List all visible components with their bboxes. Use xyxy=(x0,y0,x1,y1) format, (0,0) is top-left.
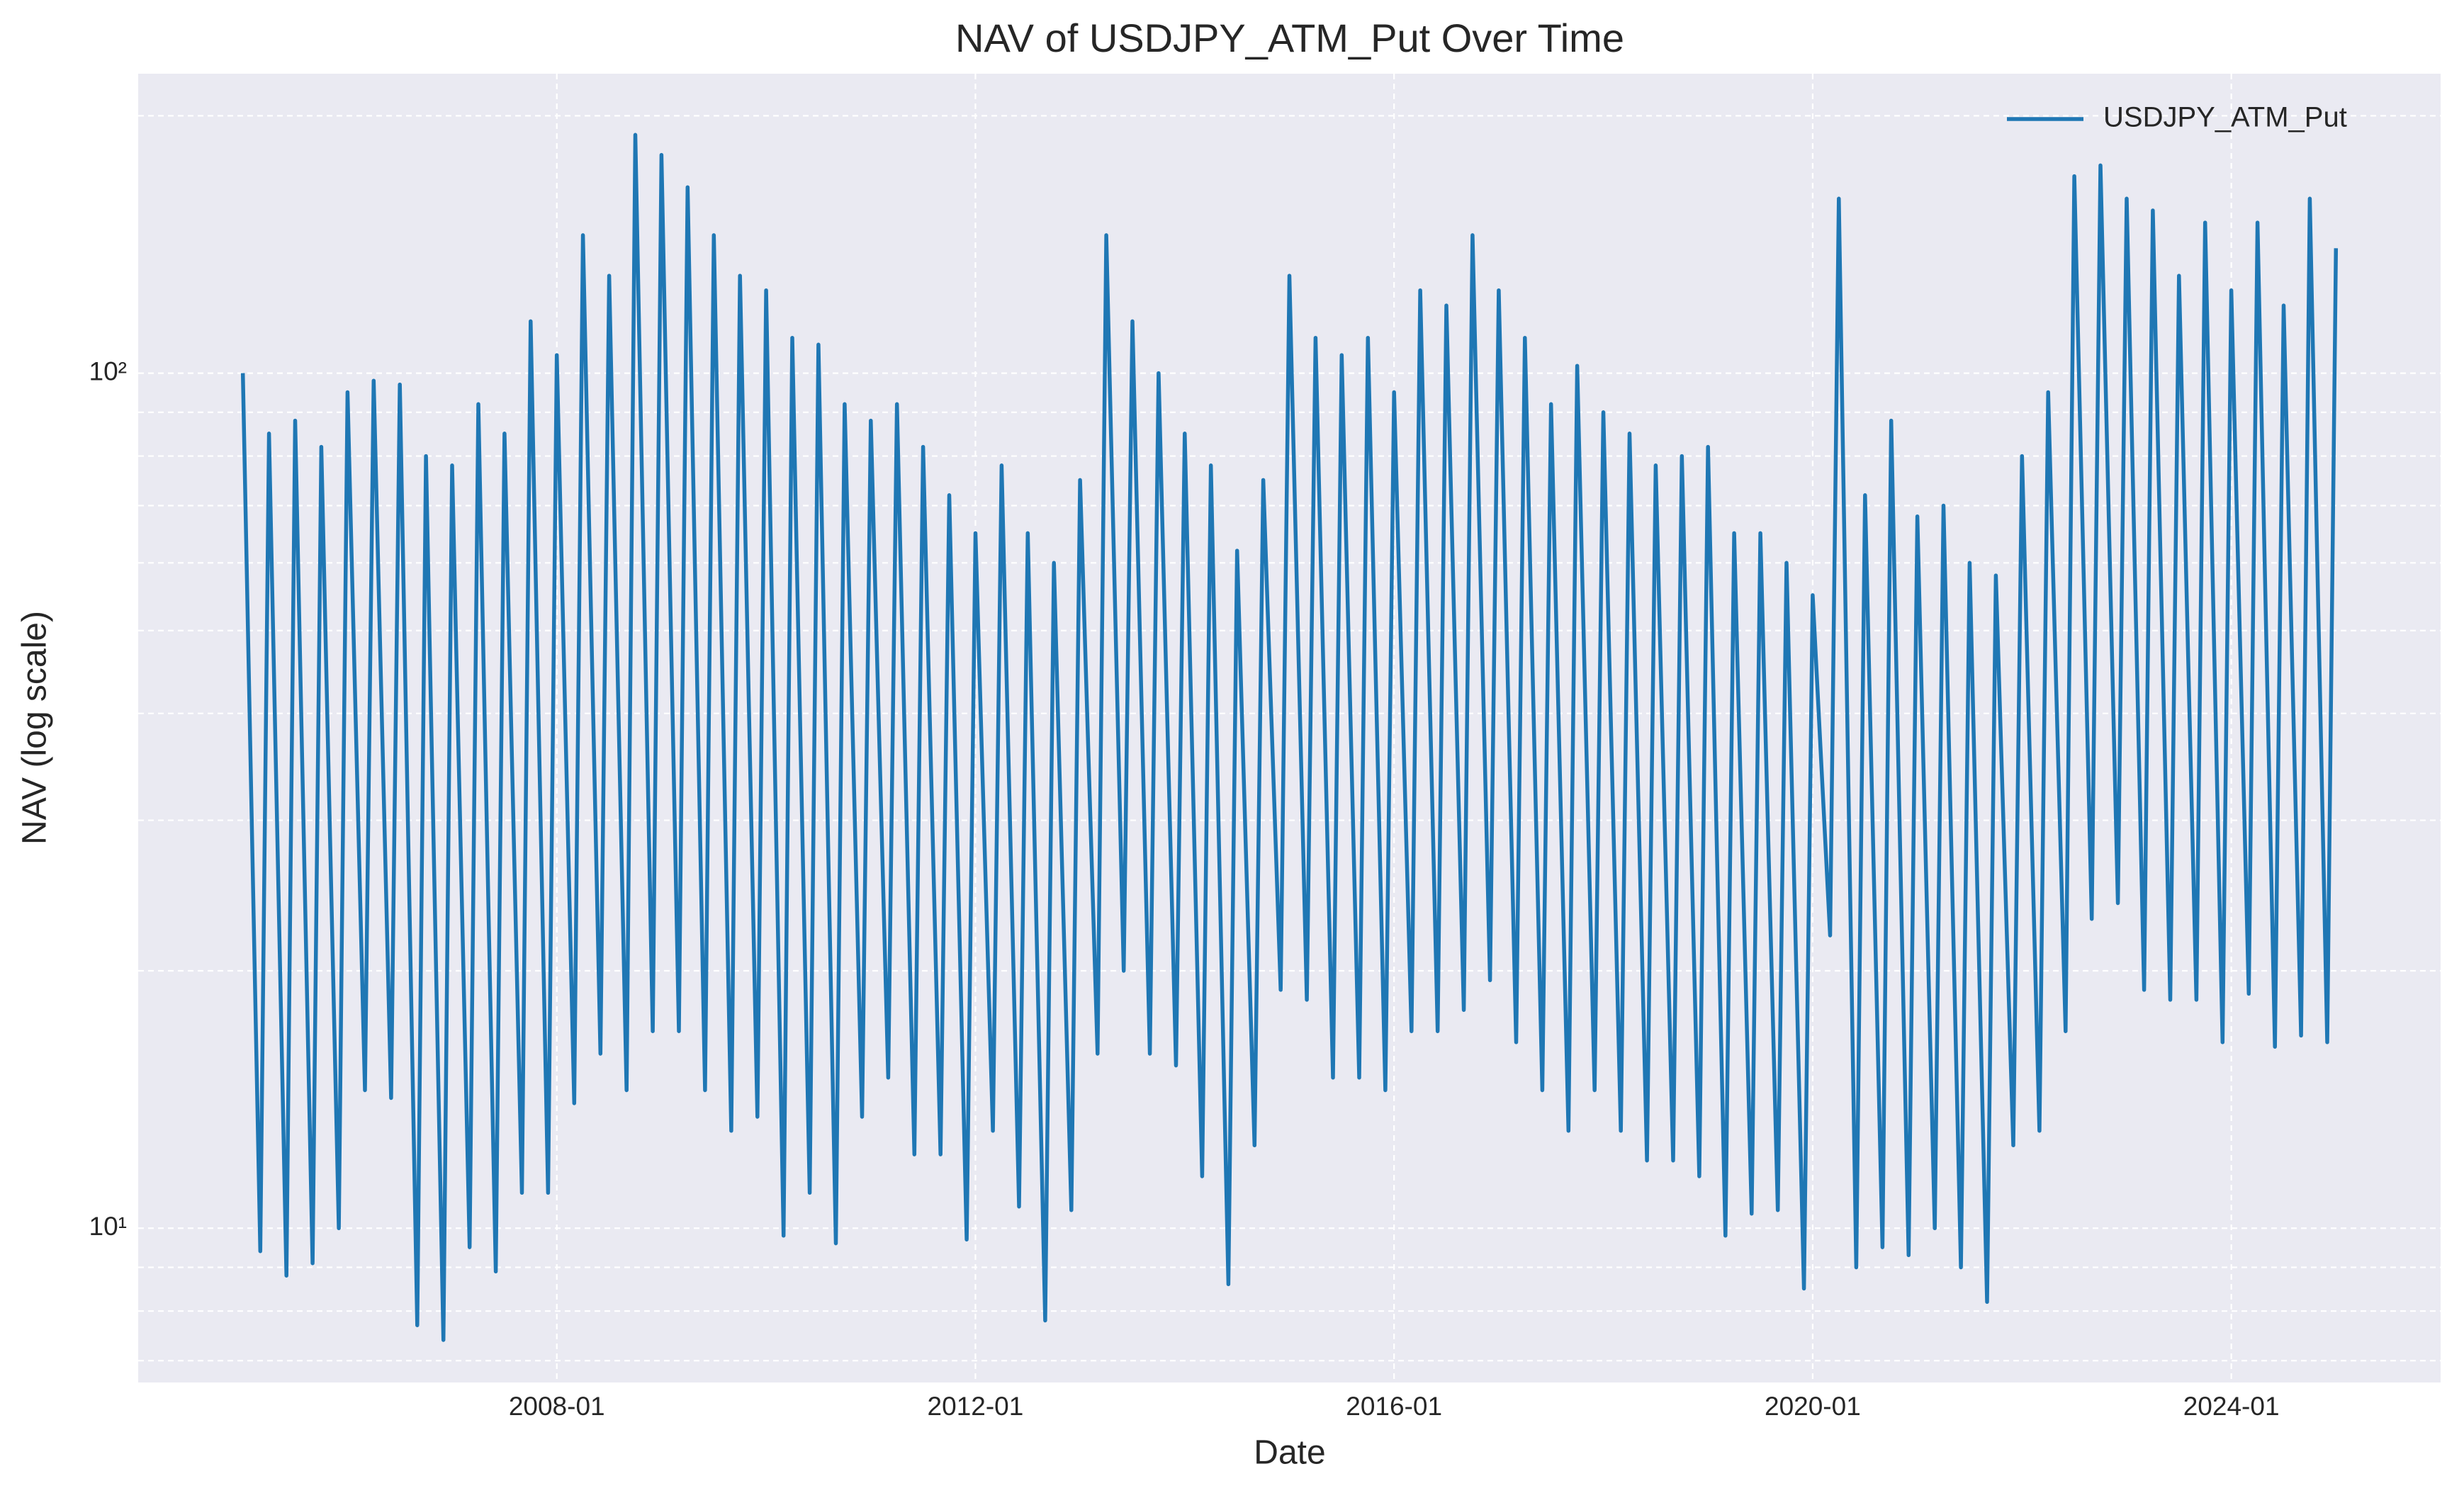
x-axis-label: Date xyxy=(1254,1434,1325,1472)
data-line xyxy=(240,133,2339,1342)
x-tick-label: 2024-01 xyxy=(2183,1392,2280,1421)
x-tick-label: 2008-01 xyxy=(509,1392,605,1421)
y-axis-label: NAV (log scale) xyxy=(16,611,54,845)
x-tick-label: 2012-01 xyxy=(928,1392,1024,1421)
x-tick-label: 2016-01 xyxy=(1346,1392,1442,1421)
y-tick-label: 10² xyxy=(89,356,127,385)
legend-label: USDJPY_ATM_Put xyxy=(2103,102,2347,133)
chart-title: NAV of USDJPY_ATM_Put Over Time xyxy=(955,16,1624,60)
y-tick-label: 10¹ xyxy=(89,1212,127,1241)
x-tick-label: 2020-01 xyxy=(1765,1392,1861,1421)
